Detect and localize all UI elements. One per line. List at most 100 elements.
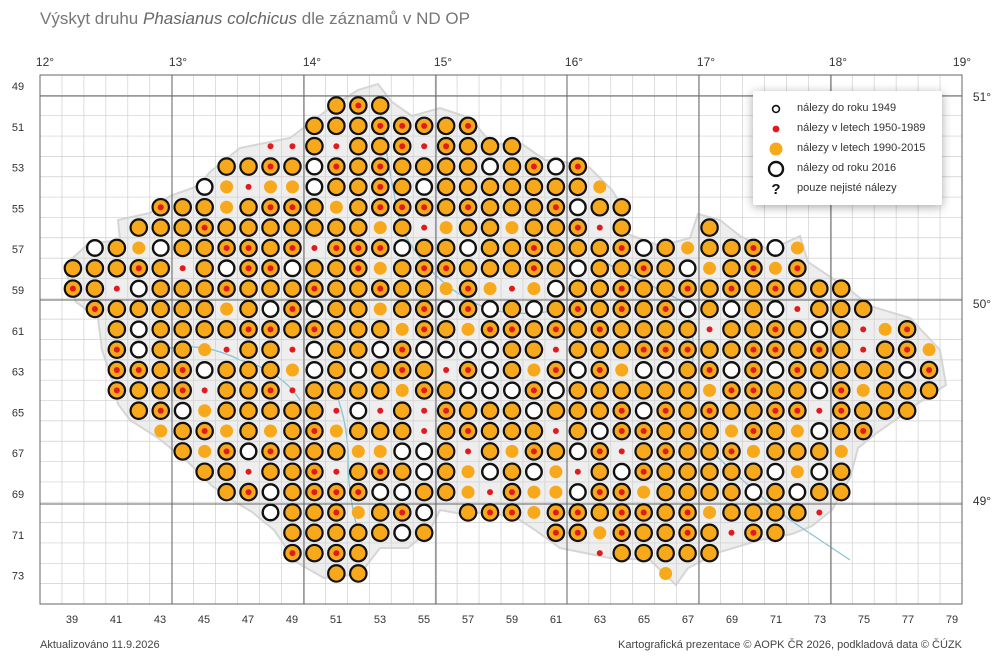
- occurrence-marker: [414, 258, 434, 278]
- marker-orange-ring: [283, 523, 302, 543]
- marker-orange: [703, 383, 717, 397]
- occurrence-marker: [261, 258, 280, 278]
- occurrence-marker: [634, 238, 653, 257]
- occurrence-marker: [524, 320, 544, 339]
- occurrence-marker: [768, 261, 782, 275]
- marker-orange-ring: [766, 442, 785, 461]
- legend-label: pouze nejisté nálezy: [797, 182, 897, 194]
- latitude-label: 49°: [973, 494, 991, 508]
- marker-orange-ring: [678, 421, 697, 441]
- marker-red-dot: [640, 428, 647, 435]
- marker-orange-ring: [85, 258, 105, 278]
- row-label: 67: [12, 448, 24, 460]
- marker-red: [816, 509, 823, 516]
- marker-red-dot: [618, 407, 625, 414]
- marker-orange-ring: [107, 238, 127, 258]
- occurrence-marker: [370, 523, 390, 543]
- occurrence-marker: [327, 381, 346, 400]
- occurrence-marker: [283, 442, 302, 461]
- marker-ring: [415, 340, 434, 359]
- occurrence-marker: [283, 218, 302, 237]
- occurrence-marker: [568, 523, 588, 543]
- marker-orange-ring: [656, 381, 675, 400]
- column-label: 51: [330, 614, 342, 626]
- occurrence-marker: [458, 360, 478, 380]
- occurrence-marker: [173, 279, 192, 298]
- occurrence-marker: [436, 320, 456, 339]
- marker-orange: [725, 424, 738, 438]
- occurrence-marker: [461, 465, 475, 479]
- marker-orange-ring: [283, 218, 302, 237]
- occurrence-marker: [568, 503, 588, 522]
- marker-red-dot: [530, 244, 537, 251]
- marker-red-dot: [267, 387, 274, 394]
- occurrence-marker: [483, 282, 497, 296]
- marker-orange-ring: [612, 340, 632, 359]
- marker-orange-ring: [546, 401, 566, 421]
- marker-red-dot: [750, 387, 757, 394]
- marker-orange-ring: [239, 401, 258, 421]
- marker-orange: [351, 444, 365, 458]
- occurrence-marker: [524, 462, 543, 481]
- occurrence-marker: [612, 401, 632, 421]
- marker-ring: [612, 462, 631, 481]
- occurrence-marker: [831, 299, 851, 319]
- marker-ring: [305, 361, 324, 380]
- marker-red-dot: [662, 346, 669, 353]
- marker-orange-ring: [480, 421, 500, 441]
- occurrence-marker: [634, 442, 653, 461]
- occurrence-marker: [637, 485, 651, 499]
- marker-orange-ring: [480, 401, 500, 421]
- occurrence-marker: [831, 462, 851, 482]
- occurrence-marker: [634, 503, 653, 522]
- marker-orange-ring: [305, 503, 324, 522]
- marker-orange-ring: [634, 381, 653, 400]
- occurrence-marker: [264, 424, 277, 438]
- marker-orange-ring: [349, 340, 368, 359]
- marker-orange-ring: [349, 523, 368, 543]
- marker-red: [487, 489, 494, 496]
- marker-orange: [198, 404, 212, 418]
- red-dot-icon: [772, 125, 780, 133]
- occurrence-marker: [370, 116, 390, 136]
- marker-red-dot: [421, 305, 428, 312]
- marker-orange-ring: [700, 238, 719, 258]
- occurrence-marker: [524, 381, 544, 400]
- occurrence-marker: [436, 136, 456, 156]
- marker-red: [596, 224, 603, 231]
- occurrence-marker: [744, 279, 763, 298]
- marker-red: [245, 183, 252, 190]
- marker-orange-ring: [766, 421, 785, 441]
- occurrence-marker: [546, 442, 566, 461]
- marker-orange-ring: [810, 482, 829, 502]
- marker-orange-ring: [349, 197, 368, 217]
- occurrence-marker: [415, 340, 434, 359]
- marker-orange-ring: [722, 503, 741, 522]
- latitude-label: 50°: [973, 297, 991, 311]
- column-label: 53: [374, 614, 386, 626]
- legend: nálezy do roku 1949 nálezy v letech 1950…: [753, 91, 942, 205]
- occurrence-marker: [722, 503, 741, 522]
- marker-red-dot: [552, 529, 559, 536]
- occurrence-marker: [283, 421, 302, 441]
- occurrence-marker: [195, 421, 214, 441]
- marker-red-dot: [91, 305, 98, 312]
- occurrence-marker: [612, 482, 632, 502]
- occurrence-marker: [612, 462, 631, 481]
- occurrence-marker: [283, 238, 302, 258]
- orange-dot-icon: [769, 142, 783, 156]
- marker-red-dot: [552, 204, 559, 211]
- marker-orange-ring: [392, 177, 412, 197]
- occurrence-marker: [239, 197, 258, 217]
- marker-ring: [217, 259, 236, 278]
- occurrence-marker: [831, 320, 851, 339]
- occurrence-marker: [421, 143, 428, 150]
- occurrence-marker: [173, 340, 192, 359]
- marker-orange-ring: [327, 381, 346, 400]
- occurrence-marker: [505, 221, 519, 235]
- marker-orange-ring: [700, 523, 719, 543]
- occurrence-marker: [436, 462, 456, 482]
- marker-red-dot: [618, 529, 625, 536]
- marker-ring: [810, 320, 829, 339]
- marker-red: [794, 305, 801, 312]
